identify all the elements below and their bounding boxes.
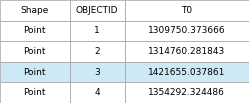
Bar: [0, 62, 70, 82]
Text: OBJECTID: OBJECTID: [76, 6, 118, 15]
Text: 1354292.324486: 1354292.324486: [148, 88, 225, 97]
Bar: [0, 82, 70, 103]
Text: 2: 2: [94, 47, 100, 56]
Text: 1314760.281843: 1314760.281843: [148, 47, 225, 56]
Bar: [124, 82, 249, 103]
Bar: [70, 21, 124, 41]
Bar: [124, 0, 249, 21]
Bar: [124, 41, 249, 62]
Text: 4: 4: [94, 88, 100, 97]
Text: Point: Point: [24, 26, 46, 35]
Text: Shape: Shape: [21, 6, 49, 15]
Bar: [70, 41, 124, 62]
Bar: [0, 0, 70, 21]
Bar: [70, 62, 124, 82]
Bar: [0, 21, 70, 41]
Text: 3: 3: [94, 68, 100, 77]
Text: Point: Point: [24, 88, 46, 97]
Bar: [124, 21, 249, 41]
Text: 1309750.373666: 1309750.373666: [148, 26, 226, 35]
Text: Point: Point: [24, 47, 46, 56]
Bar: [70, 0, 124, 21]
Text: Point: Point: [24, 68, 46, 77]
Bar: [70, 82, 124, 103]
Text: 1421655.037861: 1421655.037861: [148, 68, 225, 77]
Text: T0: T0: [181, 6, 192, 15]
Text: 1: 1: [94, 26, 100, 35]
Bar: [0, 41, 70, 62]
Bar: [124, 62, 249, 82]
